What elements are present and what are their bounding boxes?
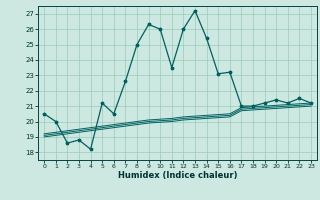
- X-axis label: Humidex (Indice chaleur): Humidex (Indice chaleur): [118, 171, 237, 180]
